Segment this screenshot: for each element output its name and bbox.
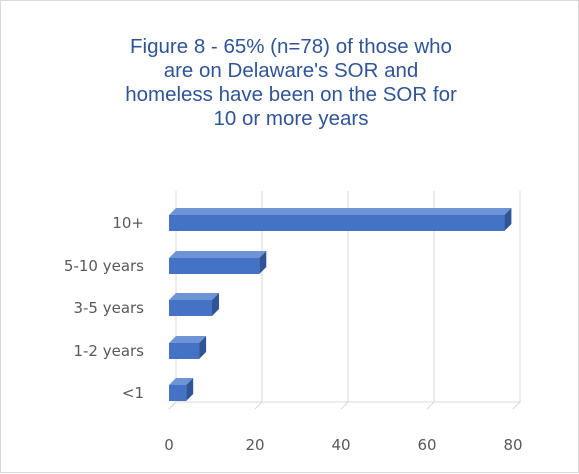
chart-title-line: homeless have been on the SOR for (125, 83, 457, 106)
bar (169, 208, 512, 231)
bar (169, 336, 207, 359)
bar (169, 293, 219, 316)
chart-title: Figure 8 - 65% (n=78) of those who are o… (41, 35, 541, 131)
chart-title-line: are on Delaware's SOR and (163, 59, 419, 82)
y-tick-label: 1-2 years (73, 342, 144, 360)
y-tick-label: 5-10 years (64, 257, 144, 275)
y-tick-label: 3-5 years (73, 299, 144, 317)
x-tick-label: 40 (331, 436, 350, 454)
x-tick-label: 20 (245, 436, 264, 454)
x-tick-label: 80 (503, 436, 522, 454)
bar (169, 251, 267, 274)
chart-title-line: 10 or more years (213, 107, 369, 130)
chart-title-line: Figure 8 - 65% (n=78) of those who (130, 35, 452, 58)
gridline (512, 191, 521, 410)
x-tick-label: 0 (164, 436, 174, 454)
x-tick-label: 60 (417, 436, 436, 454)
bar (169, 378, 194, 401)
y-tick-label: 10+ (112, 214, 144, 232)
axis-floor (168, 401, 520, 410)
y-tick-label: <1 (122, 384, 144, 402)
